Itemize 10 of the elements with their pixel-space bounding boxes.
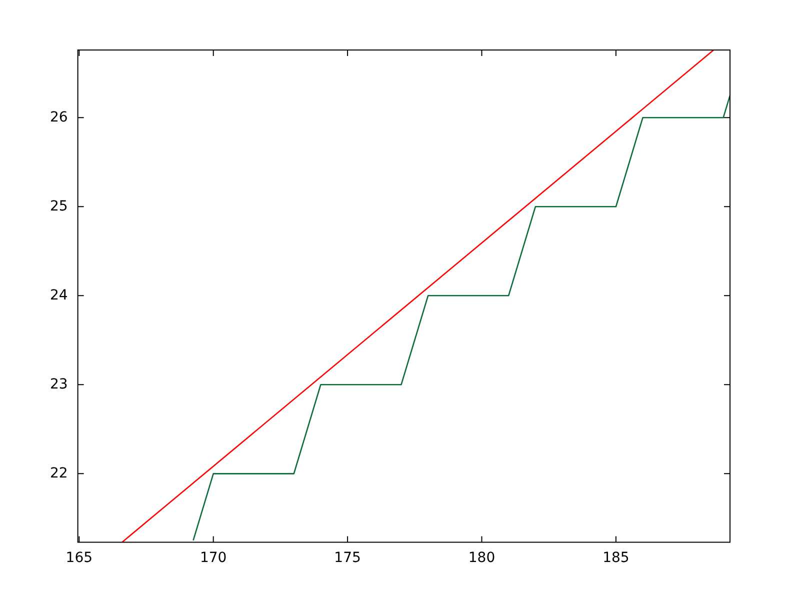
x-tick-label: 180 [468,550,496,566]
x-tick-label: 175 [334,550,361,566]
y-tick-label: 23 [50,376,68,392]
y-tick-label: 25 [50,198,68,214]
x-tick-label: 185 [602,550,630,566]
y-tick-label: 26 [50,109,68,126]
y-tick-label: 24 [50,287,68,304]
y-tick-label: 22 [50,465,68,482]
x-tick-label: 165 [66,550,93,566]
x-tick-label: 170 [200,550,227,566]
